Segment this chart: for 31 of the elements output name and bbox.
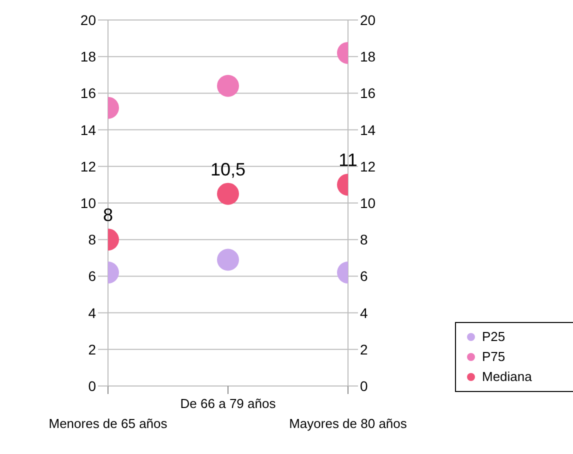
y-tick-label: 6 xyxy=(88,268,96,284)
y2-tick-label: 8 xyxy=(360,232,368,248)
y2-tick-label: 10 xyxy=(360,194,376,211)
data-label: 10,5 xyxy=(210,159,246,180)
y-tick-label: 18 xyxy=(80,48,96,65)
y-tick-label: 10 xyxy=(80,194,96,211)
data-label: 8 xyxy=(102,205,114,226)
x-tick-label: Menores de 65 años xyxy=(48,416,168,431)
y-tick-label: 8 xyxy=(88,232,96,248)
y2-tick-label: 20 xyxy=(360,12,376,28)
x-tick-label: Mayores de 80 años xyxy=(289,416,408,431)
y2-tick-label: 4 xyxy=(360,304,368,321)
x-tick-label: De 66 a 79 años xyxy=(180,396,276,411)
legend-label: P25 xyxy=(482,328,506,346)
y-tick-label: 16 xyxy=(80,85,96,102)
y2-tick-label: 0 xyxy=(360,378,368,394)
y2-tick-label: 16 xyxy=(360,85,376,102)
y2-tick-label: 2 xyxy=(360,341,368,358)
y2-tick-label: 14 xyxy=(360,122,376,138)
legend-label: P75 xyxy=(482,348,506,366)
legend-label: Mediana xyxy=(482,368,532,386)
data-label: 11 xyxy=(338,150,358,170)
y-tick-label: 12 xyxy=(80,158,96,174)
y-tick-label: 0 xyxy=(88,378,96,394)
y2-tick-label: 18 xyxy=(360,48,376,65)
y-tick-label: 20 xyxy=(80,12,96,28)
y2-tick-label: 6 xyxy=(360,268,368,284)
y-tick-label: 14 xyxy=(80,122,96,138)
y-tick-label: 4 xyxy=(88,304,96,321)
y-tick-label: 2 xyxy=(88,341,96,358)
y2-tick-label: 12 xyxy=(360,158,376,174)
